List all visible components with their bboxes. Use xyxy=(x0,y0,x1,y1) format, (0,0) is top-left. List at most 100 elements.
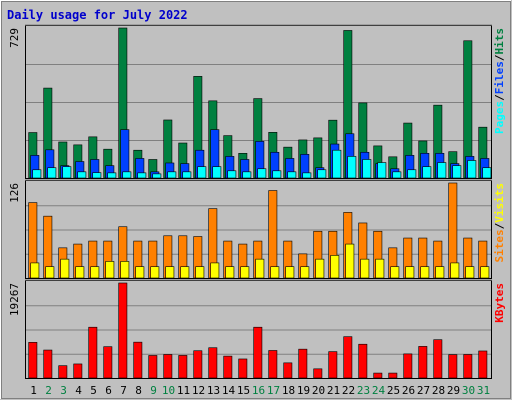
hits-panel-pages-bar xyxy=(107,172,117,179)
hits-panel-pages-bar xyxy=(167,171,177,179)
hits-panel-pages-bar xyxy=(452,165,462,179)
kbytes-panel-kbytes-bar xyxy=(448,354,458,379)
visits-panel-sites-bar xyxy=(285,266,295,279)
kbytes-panel-max-label: 19267 xyxy=(8,283,21,316)
kbytes-panel-kbytes-bar xyxy=(223,355,233,379)
hits-panel-pages-bar xyxy=(212,166,222,179)
kbytes-panel-legend-item: KBytes xyxy=(493,283,506,323)
kbytes-panel-kbytes-bar xyxy=(403,353,413,379)
visits-panel-sites-bar xyxy=(420,266,430,279)
kbytes-panel-kbytes-bar xyxy=(433,339,443,379)
hits-panel-pages-bar xyxy=(347,156,357,179)
visits-panel-sites-bar xyxy=(315,258,325,279)
visits-panel-sites-bar xyxy=(345,243,355,279)
kbytes-panel-kbytes-bar xyxy=(178,355,188,379)
hits-panel-pages-bar xyxy=(152,173,162,179)
kbytes-panel-kbytes-bar xyxy=(148,355,158,379)
hits-panel-pages-bar xyxy=(332,149,342,179)
visits-panel-sites-bar xyxy=(375,258,385,279)
visits-panel-sites-bar xyxy=(105,261,115,279)
kbytes-panel-kbytes-bar xyxy=(463,354,473,379)
hits-panel-pages-bar xyxy=(122,171,132,179)
kbytes-panel-kbytes-bar xyxy=(358,343,368,379)
day-label: 11 xyxy=(177,384,190,397)
day-label: 2 xyxy=(45,384,52,397)
visits-panel-sites-bar xyxy=(330,255,340,279)
visits-panel-sites-bar xyxy=(465,266,475,279)
visits-panel-max-label: 126 xyxy=(8,183,21,203)
day-label: 23 xyxy=(357,384,370,397)
hits-panel-pages-bar xyxy=(227,170,237,179)
day-label: 14 xyxy=(222,384,236,397)
hits-panel-pages-bar xyxy=(467,160,477,179)
visits-panel-visits-bar xyxy=(268,190,278,279)
hits-panel-files-bar xyxy=(120,129,130,179)
visits-panel-sites-bar xyxy=(450,262,460,279)
hits-panel-pages-bar xyxy=(62,166,72,179)
kbytes-panel-kbytes-bar xyxy=(28,342,38,379)
day-label: 27 xyxy=(417,384,430,397)
kbytes-panel-kbytes-bar xyxy=(418,346,428,379)
kbytes-panel-kbytes-bar xyxy=(43,349,53,379)
day-label: 26 xyxy=(402,384,415,397)
visits-panel-legend: Sites/Visits xyxy=(493,183,506,263)
chart-title: Daily usage for July 2022 xyxy=(7,8,188,22)
kbytes-panel-kbytes-bar xyxy=(388,372,398,379)
hits-panel-pages-bar xyxy=(32,169,42,179)
hits-panel-legend-item: Files xyxy=(493,61,506,94)
kbytes-panel-kbytes-bar xyxy=(58,365,68,379)
hits-panel-pages-bar xyxy=(77,171,87,179)
day-label: 31 xyxy=(477,384,490,397)
hits-panel-pages-bar xyxy=(377,162,387,179)
visits-panel-sites-bar xyxy=(210,262,220,279)
day-label: 22 xyxy=(342,384,355,397)
kbytes-panel-kbytes-bar xyxy=(328,351,338,379)
day-label: 9 xyxy=(150,384,157,397)
visits-panel-legend-item: Sites xyxy=(493,229,506,262)
day-label: 1 xyxy=(30,384,37,397)
hits-panel-legend: Pages/Files/Hits xyxy=(493,28,506,134)
visits-panel-legend-item: Visits xyxy=(493,183,506,223)
kbytes-panel-kbytes-bar xyxy=(283,362,293,379)
day-label: 15 xyxy=(237,384,250,397)
hits-panel-pages-bar xyxy=(482,167,492,179)
hits-panel-pages-bar xyxy=(407,169,417,179)
hits-panel-pages-bar xyxy=(317,169,327,179)
day-label: 20 xyxy=(312,384,325,397)
day-label: 17 xyxy=(267,384,280,397)
day-label: 16 xyxy=(252,384,265,397)
visits-panel-legend-item: / xyxy=(493,222,506,229)
day-label: 29 xyxy=(447,384,460,397)
visits-panel-sites-bar xyxy=(255,258,265,279)
hits-panel-pages-bar xyxy=(182,171,192,179)
kbytes-panel-kbytes-bar xyxy=(373,372,383,379)
visits-panel-sites-bar xyxy=(240,266,250,279)
kbytes-panel-kbytes-bar xyxy=(103,346,113,379)
day-label: 21 xyxy=(327,384,340,397)
kbytes-panel-kbytes-bar xyxy=(133,341,143,379)
hits-panel-pages-bar xyxy=(362,159,372,179)
day-label: 24 xyxy=(372,384,386,397)
hits-panel-pages-bar xyxy=(242,171,252,179)
outer-frame-dark xyxy=(1,1,511,399)
hits-panel-pages-bar xyxy=(422,166,432,179)
kbytes-panel-legend: KBytes xyxy=(493,283,506,323)
hits-panel-pages-bar xyxy=(47,167,57,179)
visits-panel-sites-bar xyxy=(435,266,445,279)
hits-panel-pages-bar xyxy=(302,172,312,179)
visits-panel-sites-bar xyxy=(480,266,490,279)
day-label: 13 xyxy=(207,384,220,397)
kbytes-panel-kbytes-bar xyxy=(193,350,203,379)
visits-panel-sites-bar xyxy=(360,258,370,279)
visits-panel-sites-bar xyxy=(270,266,280,279)
kbytes-panel-kbytes-bar xyxy=(88,326,98,379)
day-label: 5 xyxy=(90,384,97,397)
visits-panel-sites-bar xyxy=(180,266,190,279)
visits-panel-sites-bar xyxy=(60,258,70,279)
visits-panel-sites-bar xyxy=(30,262,40,279)
day-label: 6 xyxy=(105,384,112,397)
kbytes-panel-kbytes-bar xyxy=(238,358,248,379)
hits-panel-pages-bar xyxy=(272,170,282,179)
